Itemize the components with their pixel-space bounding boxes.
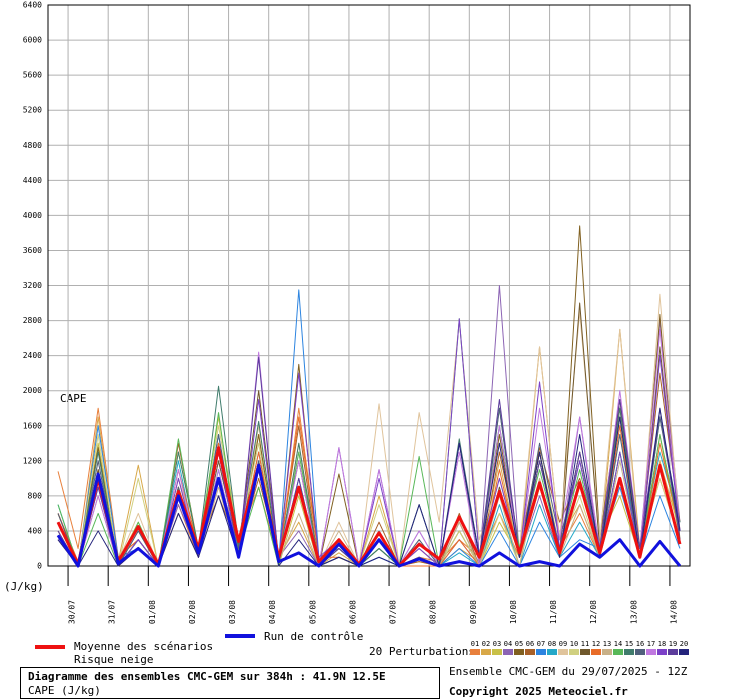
legend-label: 12: [592, 640, 600, 648]
y-unit: (J/kg): [4, 580, 44, 593]
annotation: CAPE: [60, 392, 87, 405]
x-tick-label: 07/08: [389, 600, 398, 624]
legend-swatch: [613, 649, 623, 655]
perturbations-label: 20 Perturbations: [369, 645, 475, 658]
y-tick-label: 2400: [23, 351, 42, 360]
x-tick-label: 01/08: [148, 600, 157, 624]
y-tick-label: 4000: [23, 211, 42, 220]
legend-swatch: [646, 649, 656, 655]
legend-label: 11: [581, 640, 589, 648]
y-tick-label: 1600: [23, 421, 42, 430]
y-tick-label: 6400: [23, 1, 42, 10]
legend-swatch: [668, 649, 678, 655]
legend-swatch: [591, 649, 601, 655]
title-box: [20, 667, 440, 699]
y-tick-label: 400: [28, 526, 43, 535]
y-tick-label: 800: [28, 491, 43, 500]
legend-swatch: [580, 649, 590, 655]
legend-label: 13: [603, 640, 611, 648]
legend-label: 20: [680, 640, 688, 648]
legend-label: 17: [647, 640, 655, 648]
copyright: Copyright 2025 Meteociel.fr: [449, 685, 628, 698]
y-tick-label: 6000: [23, 36, 42, 45]
x-tick-label: 03/08: [228, 600, 237, 624]
legend-label: 19: [669, 640, 677, 648]
legend-swatch: [624, 649, 634, 655]
legend-label: 10: [570, 640, 578, 648]
x-tick-label: 05/08: [308, 600, 317, 624]
x-tick-label: 06/08: [348, 600, 357, 624]
y-tick-label: 4800: [23, 141, 42, 150]
legend-label: 01: [471, 640, 479, 648]
x-tick-label: 04/08: [268, 600, 277, 624]
x-tick-label: 08/08: [429, 600, 438, 624]
x-tick-label: 09/08: [469, 600, 478, 624]
legend-label: 15: [625, 640, 633, 648]
y-tick-label: 4400: [23, 176, 42, 185]
x-tick-label: 13/08: [629, 600, 638, 624]
legend-label: 03: [493, 640, 501, 648]
series-line: [56, 463, 682, 568]
run-info: Ensemble CMC-GEM du 29/07/2025 - 12Z: [449, 665, 688, 678]
x-tick-label: 11/08: [549, 600, 558, 624]
legend-label: Run de contrôle: [264, 630, 363, 643]
legend-swatch: [536, 649, 546, 655]
chart-title: Diagramme des ensembles CMC-GEM sur 384h…: [28, 670, 386, 683]
plot-frame: [47, 4, 691, 567]
y-tick-label: 3200: [23, 281, 42, 290]
snow-label: Risque neige: [74, 653, 153, 666]
legend-label: 09: [559, 640, 567, 648]
legend-label: 16: [636, 640, 644, 648]
legend-swatch: [657, 649, 667, 655]
legend-swatch: [602, 649, 612, 655]
legend-label: 05: [515, 640, 523, 648]
y-tick-label: 5600: [23, 71, 42, 80]
y-tick-label: 2800: [23, 316, 42, 325]
legend-swatch: [569, 649, 579, 655]
y-tick-label: 2000: [23, 386, 42, 395]
legend-swatch: [547, 649, 557, 655]
x-tick-label: 31/07: [108, 600, 117, 624]
legend-label: 06: [526, 640, 534, 648]
legend-swatch: [635, 649, 645, 655]
chart-subtitle: CAPE (J/kg): [28, 684, 101, 697]
legend-swatch: [514, 649, 524, 655]
y-tick-label: 5200: [23, 106, 42, 115]
legend-swatch: [492, 649, 502, 655]
x-tick-label: 12/08: [589, 600, 598, 624]
legend-label: 07: [537, 640, 545, 648]
y-tick-label: 0: [37, 562, 42, 571]
y-tick-label: 3600: [23, 246, 42, 255]
x-tick-label: 30/07: [68, 600, 77, 624]
legend-swatch: [470, 649, 480, 655]
legend-swatch: [503, 649, 513, 655]
legend-swatch: [679, 649, 689, 655]
legend-swatch: [558, 649, 568, 655]
y-tick-label: 1200: [23, 456, 42, 465]
x-tick-label: 14/08: [669, 600, 678, 624]
legend-label: 18: [658, 640, 666, 648]
legend-label: 04: [504, 640, 512, 648]
x-tick-label: 10/08: [509, 600, 518, 624]
legend-label: 08: [548, 640, 556, 648]
x-tick-label: 02/08: [188, 600, 197, 624]
legend-label: 02: [482, 640, 490, 648]
legend-swatch: [525, 649, 535, 655]
legend-swatch: [481, 649, 491, 655]
legend-label: 14: [614, 640, 622, 648]
legend-label: Moyenne des scénarios: [74, 640, 213, 653]
